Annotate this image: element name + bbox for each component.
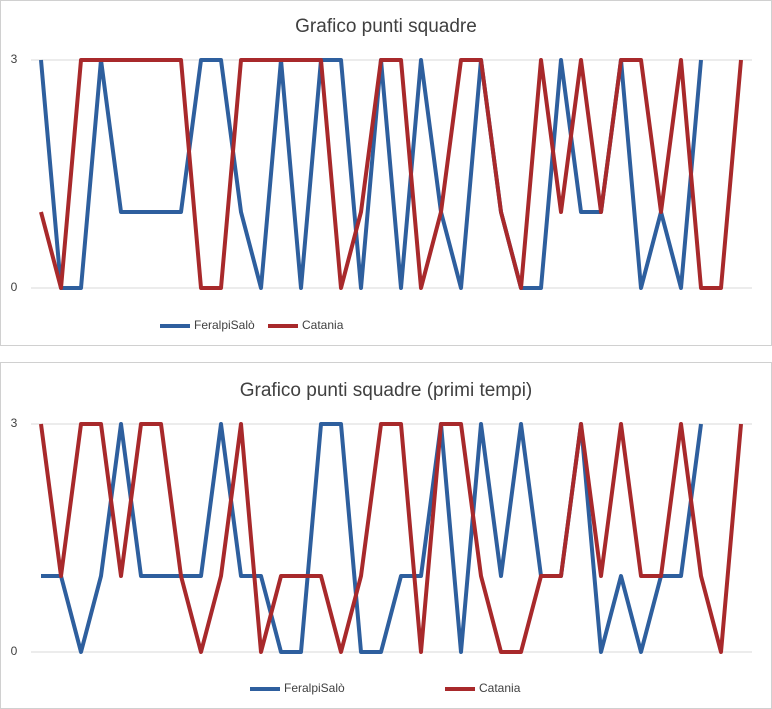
y-tick-label: 3 bbox=[11, 416, 18, 430]
y-tick-label: 0 bbox=[11, 280, 18, 294]
series-line bbox=[39, 58, 743, 290]
series-line bbox=[39, 58, 703, 290]
legend-label: FeralpiSalò bbox=[284, 681, 345, 695]
chart-title: Grafico punti squadre bbox=[295, 16, 477, 37]
legend-label: Catania bbox=[302, 318, 344, 332]
series-line bbox=[41, 422, 703, 654]
y-tick-label: 3 bbox=[11, 52, 18, 66]
y-tick-label: 0 bbox=[11, 644, 18, 658]
legend-label: FeralpiSalò bbox=[194, 318, 255, 332]
series-line bbox=[39, 422, 743, 654]
chart-title: Grafico punti squadre (primi tempi) bbox=[240, 380, 533, 401]
legend-label: Catania bbox=[479, 681, 521, 695]
